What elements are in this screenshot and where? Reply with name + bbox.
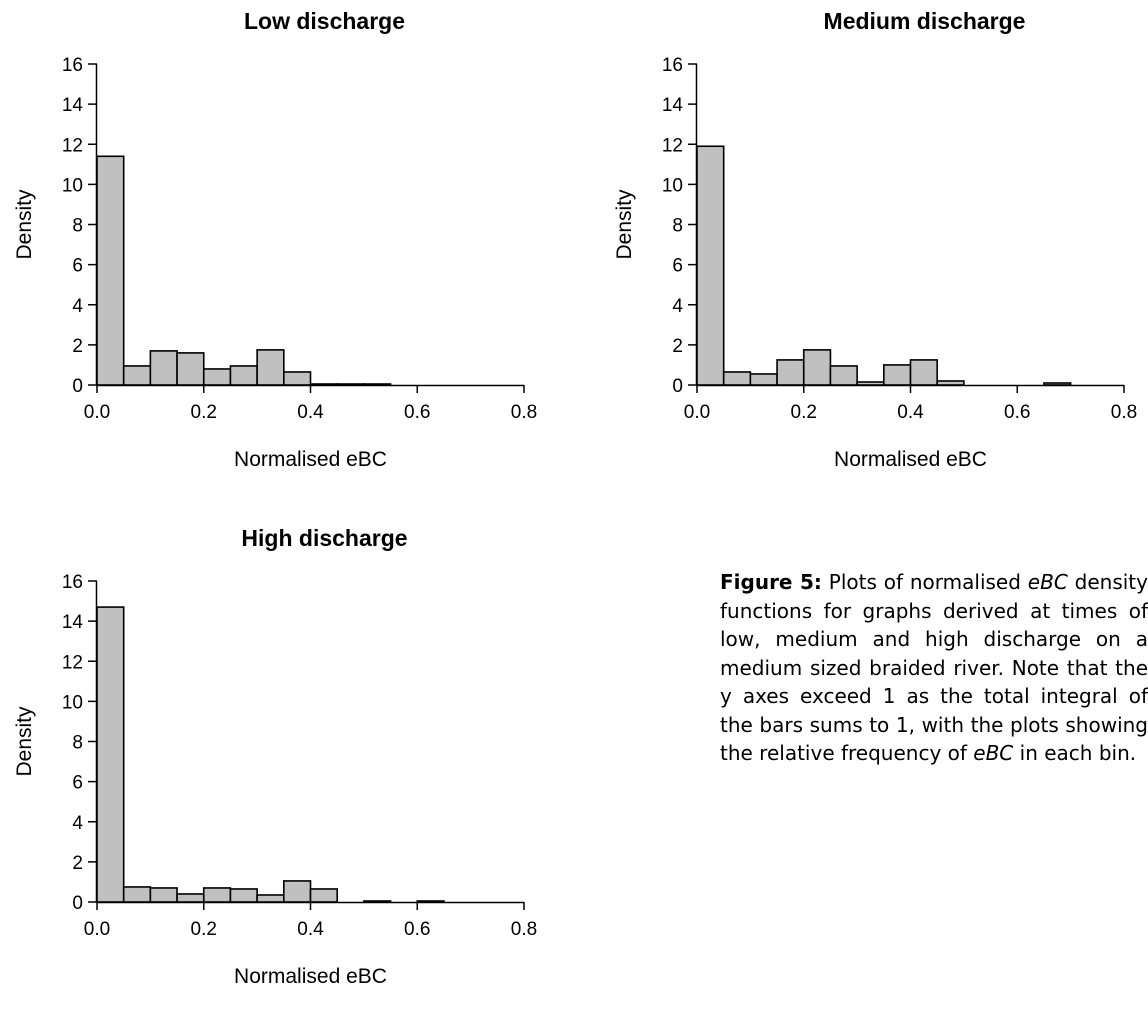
- histogram-bar: [202, 368, 232, 386]
- low-discharge-histogram: Low discharge 0.0 0.2 0.4 0.6 0.8 Normalised e…: [13, 8, 537, 471]
- caption-text-2: density functions for graphs derived at …: [720, 570, 1148, 765]
- histogram-bar: [829, 365, 858, 386]
- x-tick-label: 0.6: [404, 919, 430, 940]
- x-tick-label: 0.4: [297, 919, 324, 940]
- y-tick-label: 8: [72, 733, 83, 754]
- y-tick-label: 4: [672, 296, 683, 317]
- histogram-bar: [749, 373, 778, 386]
- y-axis-label: Density: [613, 189, 636, 260]
- histogram-bar: [1043, 382, 1072, 386]
- histogram-bar: [936, 380, 965, 386]
- y-tick-label: 14: [662, 95, 684, 116]
- y-tick-label: 14: [62, 95, 84, 116]
- x-axis-label: Normalised eBC: [834, 448, 987, 471]
- x-axis-label: Normalised eBC: [234, 448, 387, 471]
- histogram-bar: [149, 887, 178, 903]
- figure-caption: Figure 5: Plots of normalised eBC densit…: [720, 568, 1148, 768]
- high-discharge-histogram: High discharge 0.0 0.2 0.4 0.6 0.8 Normalised …: [13, 525, 537, 988]
- x-tick-label: 0.8: [511, 402, 537, 423]
- x-tick-label: 0.6: [1004, 402, 1030, 423]
- x-tick-label: 0.8: [511, 919, 537, 940]
- y-tick-label: 2: [72, 336, 83, 357]
- y-tick-label: 6: [72, 256, 83, 277]
- histogram-bar: [256, 894, 285, 903]
- y-tick-label: 8: [72, 216, 83, 237]
- y-tick-label: 0: [72, 893, 83, 914]
- chart-title: Medium discharge: [824, 8, 1026, 34]
- histogram-bar: [229, 365, 258, 386]
- y-tick-label: 4: [72, 296, 83, 317]
- y-tick-label: 0: [72, 376, 83, 397]
- histogram-bar: [283, 880, 312, 903]
- y-tick-label: 6: [672, 256, 683, 277]
- x-tick-label: 0.0: [684, 402, 710, 423]
- histogram-bar: [309, 888, 338, 903]
- histogram-bar: [96, 155, 125, 386]
- y-tick-label: 2: [72, 853, 83, 874]
- x-tick-label: 0.2: [191, 402, 217, 423]
- histogram-bar: [696, 145, 725, 386]
- x-tick-label: 0.2: [191, 919, 217, 940]
- x-tick-label: 0.0: [84, 402, 110, 423]
- y-axis-label: Density: [13, 189, 36, 260]
- y-tick-label: 12: [662, 135, 683, 156]
- figure-label: Figure 5:: [720, 570, 822, 594]
- y-tick-label: 4: [72, 813, 83, 834]
- histogram-bar: [122, 365, 152, 386]
- y-tick-label: 10: [62, 175, 83, 196]
- histogram-bar: [722, 371, 752, 386]
- x-axis-label: Normalised eBC: [234, 965, 387, 988]
- y-tick-label: 2: [672, 336, 683, 357]
- histogram-bar: [176, 352, 205, 386]
- y-axis-label: Density: [13, 706, 36, 777]
- histogram-bar: [122, 886, 152, 903]
- y-tick-label: 16: [662, 55, 683, 76]
- y-tick-label: 0: [672, 376, 683, 397]
- x-tick-label: 0.2: [791, 402, 817, 423]
- caption-text-3: in each bin.: [1013, 741, 1137, 765]
- y-tick-label: 6: [72, 773, 83, 794]
- x-tick-label: 0.8: [1111, 402, 1137, 423]
- histogram-bar: [176, 893, 205, 903]
- y-tick-label: 10: [62, 692, 83, 713]
- y-tick-label: 12: [62, 135, 83, 156]
- histogram-bar: [256, 349, 285, 386]
- x-tick-label: 0.0: [84, 919, 110, 940]
- histogram-bar: [202, 887, 232, 903]
- histogram-bar: [96, 606, 125, 903]
- histogram-bar: [776, 359, 805, 386]
- y-tick-label: 8: [672, 216, 683, 237]
- histogram-bar: [802, 349, 832, 386]
- x-tick-label: 0.6: [404, 402, 430, 423]
- y-tick-label: 14: [62, 612, 84, 633]
- x-tick-label: 0.4: [297, 402, 324, 423]
- histogram-bar: [149, 350, 178, 386]
- caption-italic-ebc-1: eBC: [1027, 570, 1068, 594]
- chart-title: Low discharge: [244, 8, 405, 34]
- y-tick-label: 12: [62, 652, 83, 673]
- histogram-bar: [856, 381, 885, 386]
- chart-title: High discharge: [241, 525, 407, 551]
- histogram-bar: [283, 371, 312, 386]
- histogram-bar: [909, 359, 938, 386]
- caption-italic-ebc-2: eBC: [973, 741, 1014, 765]
- y-tick-label: 16: [62, 55, 83, 76]
- histogram-bar: [229, 888, 258, 903]
- histogram-bar: [883, 364, 912, 386]
- x-tick-label: 0.4: [897, 402, 924, 423]
- y-tick-label: 16: [62, 572, 83, 593]
- medium-discharge-histogram: Medium discharge 0.0 0.2 0.4 0.6 0.8 Normalise…: [613, 8, 1137, 471]
- y-tick-label: 10: [662, 175, 683, 196]
- caption-text-1: Plots of normalised: [821, 570, 1028, 594]
